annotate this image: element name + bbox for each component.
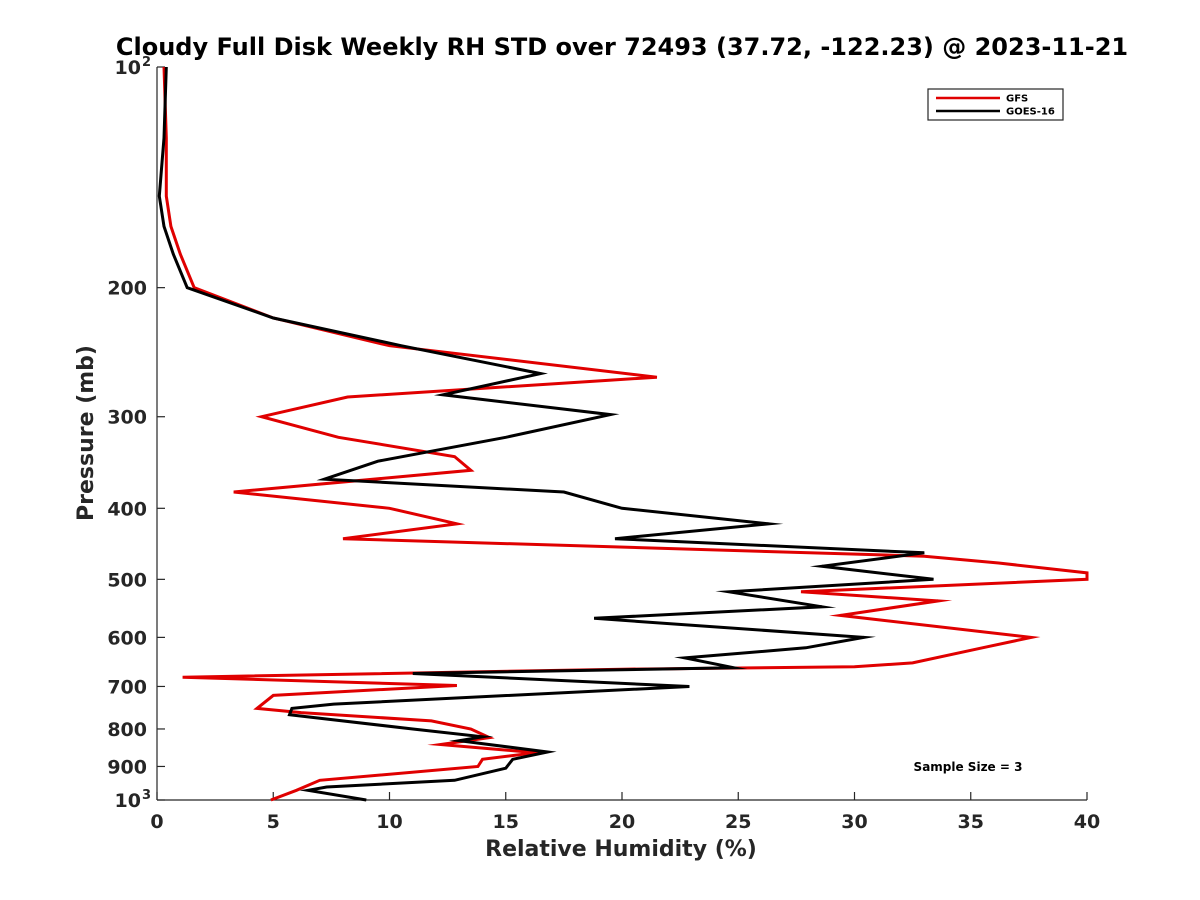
legend-label: GOES-16 <box>1006 107 1055 118</box>
x-tick-label: 10 <box>376 811 402 833</box>
x-tick-label: 30 <box>841 811 867 833</box>
y-tick-exponent: 3 <box>142 788 151 803</box>
series-line-goes-16 <box>157 66 934 802</box>
legend-box <box>927 88 1064 121</box>
y-tick-label: 10 <box>115 790 141 812</box>
legend-label: GFS <box>1006 94 1028 105</box>
y-tick-exponent: 2 <box>142 55 151 70</box>
x-tick-label: 5 <box>267 811 280 833</box>
legend: GFS GOES-16 <box>927 88 1064 121</box>
y-tick-label: 200 <box>107 278 147 300</box>
x-tick-label: 0 <box>150 811 163 833</box>
y-tick-label: 900 <box>107 756 147 778</box>
x-tick-label: 20 <box>609 811 635 833</box>
y-tick-label: 300 <box>107 407 147 429</box>
x-tick-label: 35 <box>958 811 984 833</box>
y-axis-label: Pressure (mb) <box>74 345 99 521</box>
x-tick-label: 15 <box>493 811 519 833</box>
series-line-gfs <box>162 66 1089 802</box>
x-tick-label: 40 <box>1074 811 1100 833</box>
y-tick-label: 400 <box>107 498 147 520</box>
y-tick-label: 800 <box>107 719 147 741</box>
series-layer <box>157 66 1089 802</box>
y-tick-label: 600 <box>107 627 147 649</box>
sample-size-annotation: Sample Size = 3 <box>914 760 1023 774</box>
chart-title: Cloudy Full Disk Weekly RH STD over 7249… <box>116 33 1128 61</box>
y-tick-label: 500 <box>107 569 147 591</box>
x-tick-label: 25 <box>725 811 751 833</box>
y-tick-label: 700 <box>107 676 147 698</box>
y-tick-label: 10 <box>115 57 141 79</box>
x-axis-label: Relative Humidity (%) <box>485 837 757 862</box>
